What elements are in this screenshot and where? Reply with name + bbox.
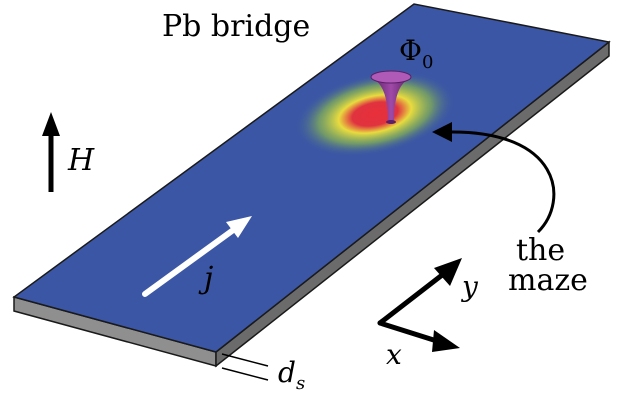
flux-label: Φ0 bbox=[399, 34, 433, 73]
field-label: H bbox=[67, 143, 95, 178]
vortex-funnel bbox=[370, 70, 412, 124]
thickness-label: ds bbox=[278, 356, 305, 394]
title-label: Pb bridge bbox=[162, 9, 310, 44]
axis-y-label: y bbox=[460, 270, 479, 303]
thickness-tick-top bbox=[221, 353, 269, 367]
maze-pointer-arrow bbox=[432, 122, 556, 234]
flux-symbol: Φ bbox=[399, 34, 422, 67]
thickness-subscript: s bbox=[296, 373, 305, 394]
maze-label-line1: the bbox=[516, 233, 565, 268]
axis-x-label: x bbox=[386, 338, 402, 371]
hotspot-glow bbox=[294, 71, 456, 157]
field-arrow bbox=[42, 112, 60, 192]
plate-top-surface bbox=[12, 3, 611, 353]
thickness-symbol: d bbox=[278, 356, 296, 389]
maze-label-line2: maze bbox=[508, 263, 588, 298]
current-arrow bbox=[142, 216, 252, 297]
thickness-tick-bottom bbox=[221, 367, 269, 381]
coordinate-axes bbox=[377, 258, 462, 352]
flux-subscript: 0 bbox=[422, 52, 433, 73]
